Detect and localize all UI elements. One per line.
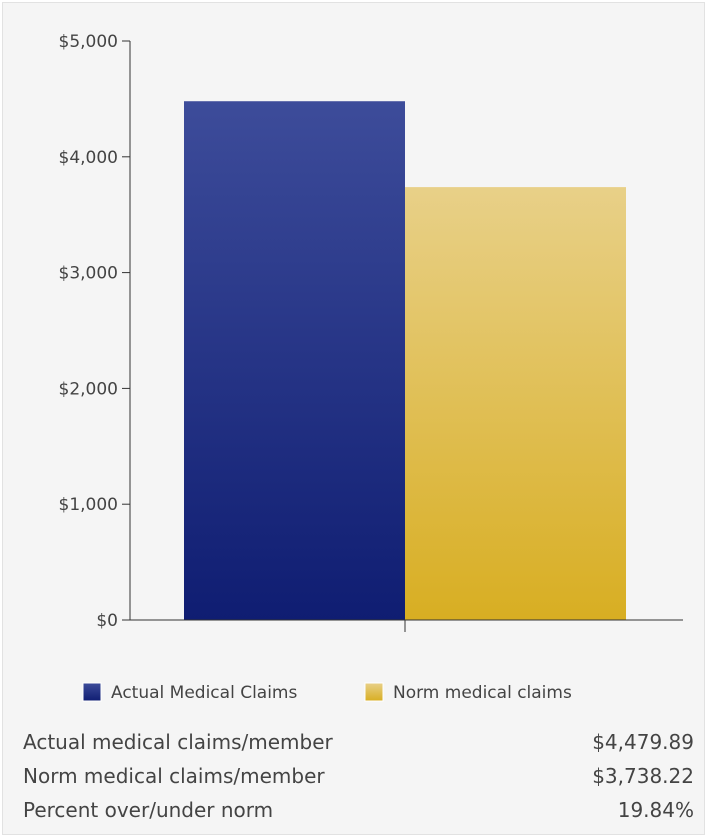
bar-actual-medical-claims — [184, 101, 405, 620]
y-axis: $0 $1,000 $2,000 $3,000 $4,000 $5,000 — [59, 32, 130, 631]
legend-swatch-norm — [365, 683, 383, 701]
legend: Actual Medical Claims Norm medical claim… — [83, 683, 572, 703]
stat-label: Norm medical claims/member — [23, 764, 325, 788]
stat-value: $3,738.22 — [592, 764, 694, 788]
bars — [184, 101, 626, 620]
y-tick-label: $4,000 — [59, 148, 118, 168]
y-tick-label: $0 — [96, 611, 118, 631]
stat-row-percent: Percent over/under norm 19.84% — [23, 793, 694, 827]
stat-row-actual: Actual medical claims/member $4,479.89 — [23, 725, 694, 759]
stat-label: Percent over/under norm — [23, 798, 273, 822]
stat-value: $4,479.89 — [592, 730, 694, 754]
y-tick-label: $5,000 — [59, 32, 118, 52]
stat-value: 19.84% — [618, 798, 694, 822]
bar-chart: $0 $1,000 $2,000 $3,000 $4,000 $5,000 Actual … — [3, 3, 706, 713]
legend-label-actual: Actual Medical Claims — [111, 683, 297, 703]
legend-label-norm: Norm medical claims — [393, 683, 572, 703]
y-tick-label: $3,000 — [59, 264, 118, 284]
y-tick-label: $2,000 — [59, 379, 118, 399]
stat-label: Actual medical claims/member — [23, 730, 333, 754]
legend-swatch-actual — [83, 683, 101, 701]
x-axis — [130, 620, 683, 632]
y-tick-label: $1,000 — [59, 495, 118, 515]
bar-norm-medical-claims — [405, 187, 626, 620]
stat-row-norm: Norm medical claims/member $3,738.22 — [23, 759, 694, 793]
